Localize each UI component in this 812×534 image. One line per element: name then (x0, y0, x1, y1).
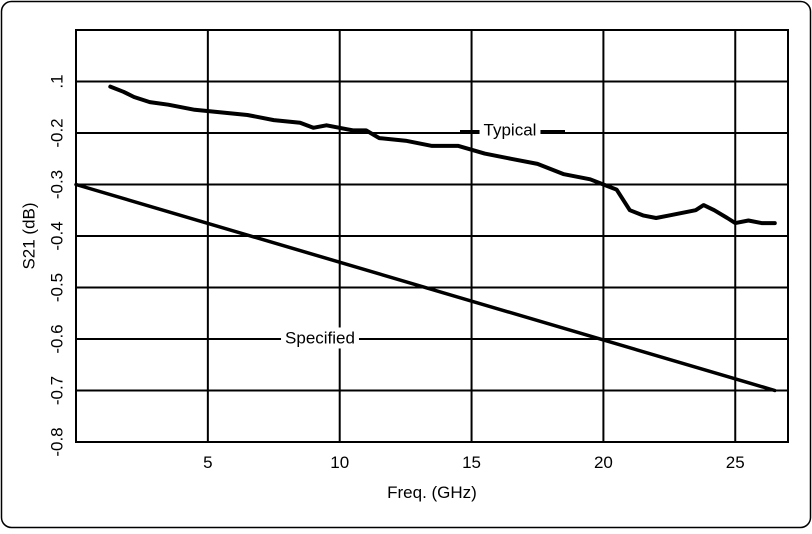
series-line-typical (108, 84, 777, 226)
y-axis-label: S21 (dB) (19, 202, 38, 269)
x-tick-label: 15 (462, 453, 481, 472)
annotation-label-specified: Specified (285, 328, 355, 347)
x-tick-label: 5 (203, 453, 212, 472)
x-tick-label: 10 (330, 453, 349, 472)
annotation-background (281, 327, 359, 349)
x-tick-label: 20 (594, 453, 613, 472)
y-tick-labels: .1 -0.2 -0.3 -0.4 -0.5 -0.6 -0.7 -0.8 (47, 74, 66, 456)
plot-area-border (75, 29, 789, 443)
y-tick-label: -0.8 (47, 427, 66, 456)
y-tick-label: .1 (47, 74, 66, 88)
annotation-background (479, 119, 541, 141)
y-tick-label: -0.2 (47, 118, 66, 147)
annotation-label-typical: Typical (484, 120, 537, 139)
x-axis-label: Freq. (GHz) (387, 483, 477, 502)
data-series (74, 84, 777, 393)
y-tick-label: -0.6 (47, 324, 66, 353)
y-tick-label: -0.3 (47, 170, 66, 199)
x-tick-labels: 5 10 15 20 25 (203, 453, 745, 472)
y-tick-label: -0.4 (47, 221, 66, 250)
x-tick-label: 25 (726, 453, 745, 472)
annotations: Typical Specified (265, 119, 565, 349)
y-tick-label: -0.5 (47, 273, 66, 302)
series-line-specified (74, 182, 777, 393)
grid-lines (76, 30, 788, 442)
y-tick-label: -0.7 (47, 376, 66, 405)
